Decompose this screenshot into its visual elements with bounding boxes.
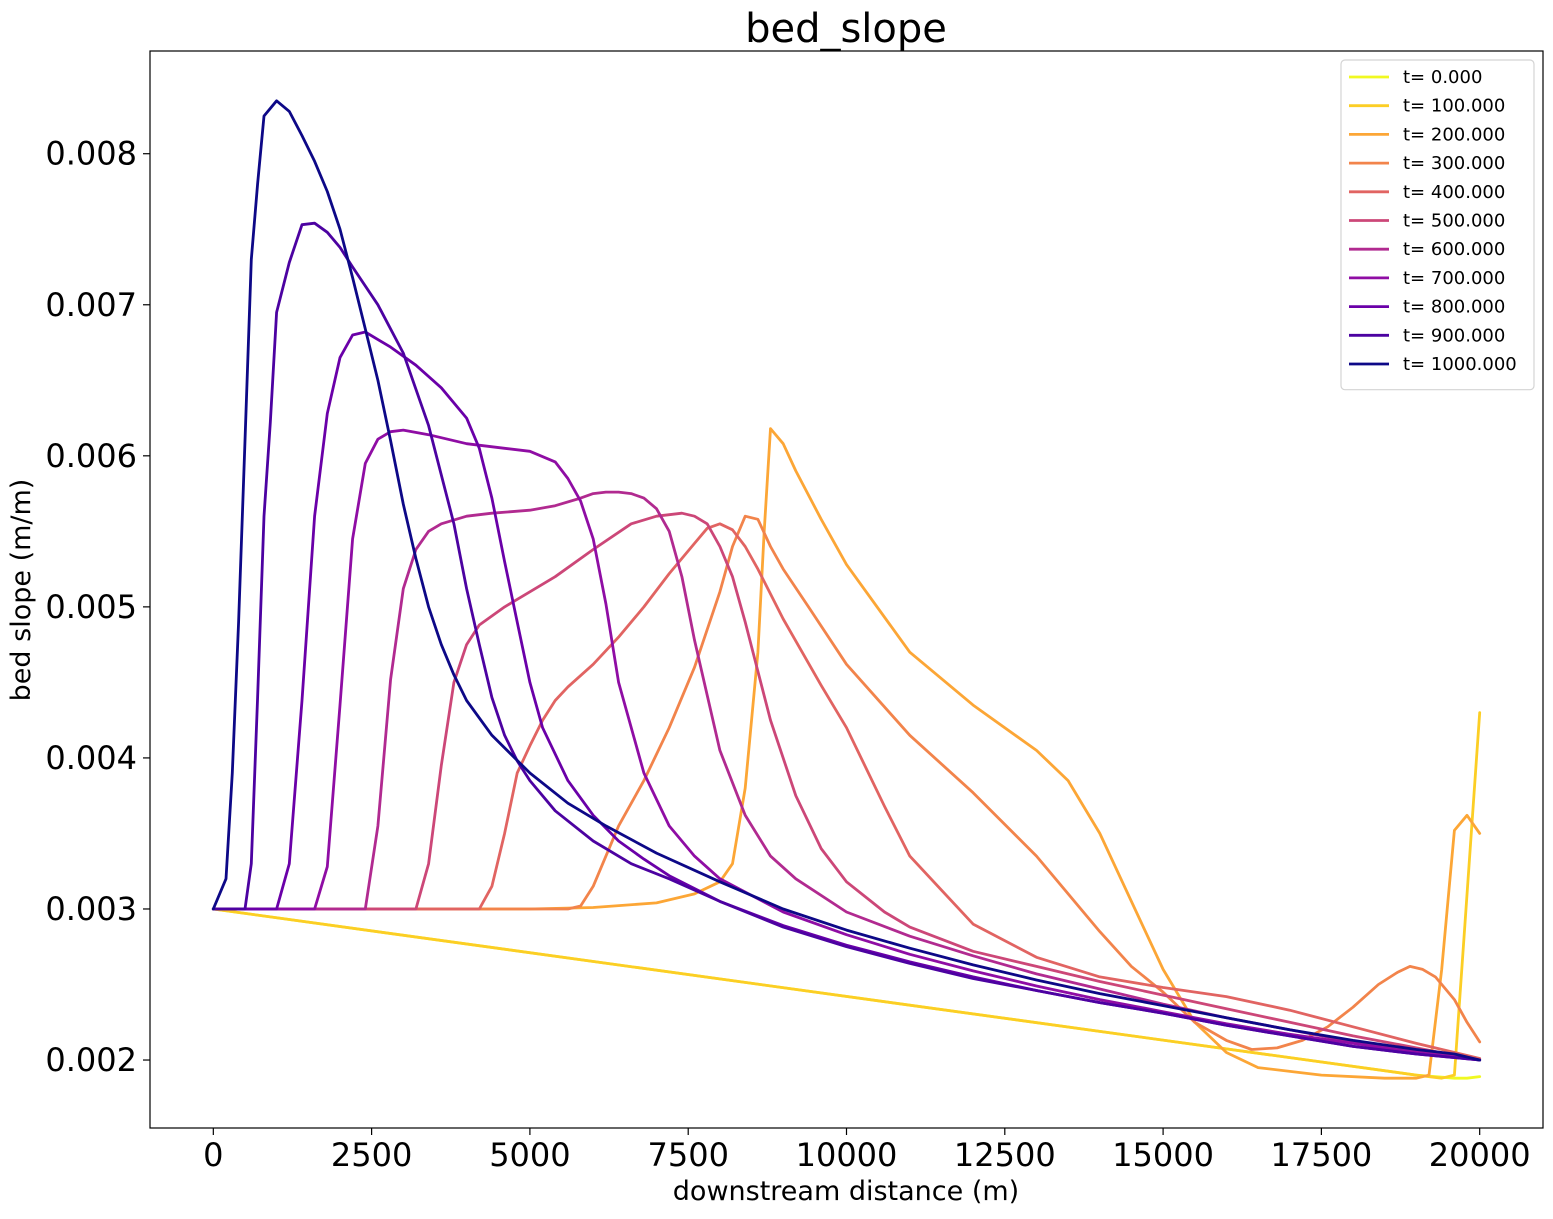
series-line-7 (211, 428, 1482, 1062)
legend-entry-10: t= 1000.000 (1403, 354, 1517, 375)
chart-title: bed_slope (745, 6, 947, 52)
legend-entry-9: t= 900.000 (1403, 325, 1505, 346)
x-tick-label-6: 15000 (1112, 1136, 1214, 1174)
legend-entry-6: t= 600.000 (1403, 239, 1505, 260)
y-tick-label-2: 0.004 (45, 739, 137, 777)
x-tick-label-1: 2500 (331, 1136, 412, 1174)
series-line-10 (211, 99, 1482, 1062)
legend-entry-7: t= 700.000 (1403, 268, 1505, 289)
series-line-6 (211, 490, 1482, 1062)
legend-entry-3: t= 300.000 (1403, 153, 1505, 174)
x-tick-label-7: 17500 (1270, 1136, 1372, 1174)
series-line-9 (211, 221, 1482, 1062)
x-tick-label-4: 10000 (796, 1136, 898, 1174)
legend: t= 0.000 t= 100.000 t= 200.000 t= 300.000 t=… (1340, 59, 1535, 391)
series-line-4 (211, 522, 1482, 1060)
series-line-3 (211, 514, 1482, 1051)
x-axis-label: downstream distance (m) (673, 1176, 1019, 1207)
x-tick-label-5: 12500 (954, 1136, 1056, 1174)
y-tick-label-0: 0.002 (45, 1041, 137, 1079)
axes: 0 2500 5000 7500 10000 12500 15000 17500 20000 0.… (45, 50, 1544, 1174)
legend-entry-8: t= 800.000 (1403, 297, 1505, 318)
series-line-1 (211, 711, 1482, 1080)
y-tick-label-6: 0.008 (45, 135, 137, 173)
legend-box (1340, 59, 1535, 391)
y-tick-label-5: 0.007 (45, 286, 137, 324)
series-line-5 (211, 511, 1482, 1062)
legend-entry-1: t= 100.000 (1403, 96, 1505, 117)
x-tick-label-0: 0 (203, 1136, 223, 1174)
legend-entry-5: t= 500.000 (1403, 211, 1505, 232)
x-tick-label-2: 5000 (489, 1136, 570, 1174)
y-tick-label-3: 0.005 (45, 588, 137, 626)
y-axis-label: bed slope (m/m) (6, 479, 37, 702)
plot-area (211, 99, 1482, 1080)
legend-entry-2: t= 200.000 (1403, 124, 1505, 145)
x-tick-label-8: 20000 (1429, 1136, 1531, 1174)
legend-entry-0: t= 0.000 (1403, 67, 1482, 88)
x-tick-label-3: 7500 (647, 1136, 728, 1174)
y-tick-label-4: 0.006 (45, 437, 137, 475)
legend-entry-4: t= 400.000 (1403, 182, 1505, 203)
series-line-2 (211, 427, 1482, 1080)
y-tick-label-1: 0.003 (45, 890, 137, 928)
